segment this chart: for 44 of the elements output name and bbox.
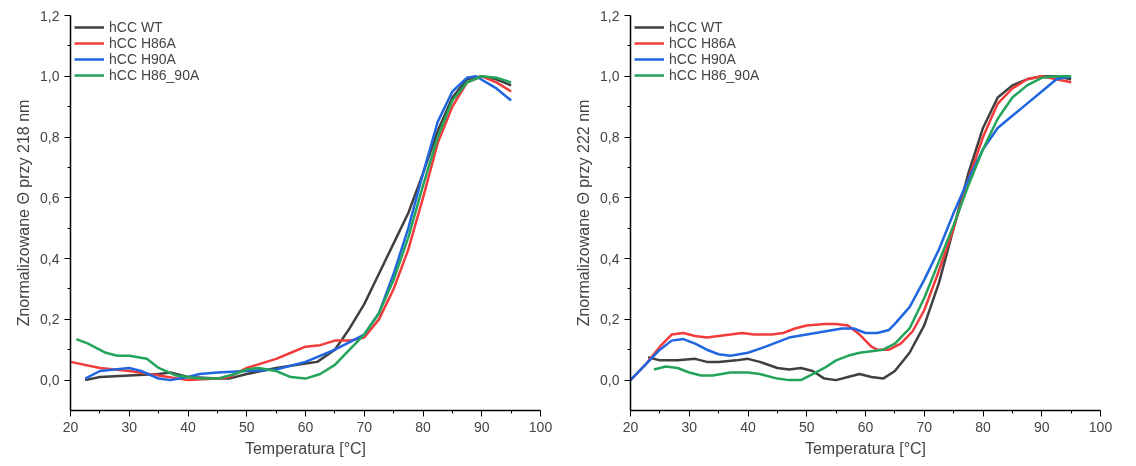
y-tick-label: 0,0 (40, 372, 60, 389)
x-tick-label: 20 (622, 418, 639, 435)
legend-label: hCC WT (109, 19, 163, 35)
y-tick-label: 1,0 (600, 68, 620, 85)
y-tick-label: 0,4 (600, 250, 620, 267)
x-tick-label: 90 (473, 418, 490, 435)
y-axis-title: Znormalizowane Θ przy 218 nm (15, 99, 33, 327)
y-tick-label: 0,8 (40, 129, 60, 146)
x-axis-title: Temperatura [°C] (244, 439, 367, 457)
legend-label: hCC H86_90A (109, 67, 200, 83)
legend-label: hCC H86A (109, 35, 176, 51)
x-tick-label: 40 (740, 418, 756, 435)
x-tick-label: 70 (356, 418, 373, 435)
x-axis-title: Temperatura [°C] (804, 439, 927, 457)
y-tick-label: 0,6 (600, 189, 620, 206)
x-tick-label: 50 (798, 418, 815, 435)
x-tick-label: 80 (975, 418, 991, 435)
y-tick-label: 0,8 (600, 129, 620, 146)
x-tick-label: 50 (238, 418, 255, 435)
y-tick-label: 0,0 (600, 372, 620, 389)
x-tick-label: 30 (121, 418, 138, 435)
x-tick-label: 30 (681, 418, 698, 435)
legend-label: hCC H90A (109, 51, 176, 67)
y-tick-label: 0,2 (600, 311, 620, 328)
y-tick-label: 0,2 (40, 311, 60, 328)
x-tick-label: 100 (1088, 418, 1113, 435)
legend-label: hCC H90A (669, 51, 736, 67)
y-tick-label: 0,6 (40, 189, 60, 206)
x-tick-label: 100 (528, 418, 553, 435)
x-tick-label: 70 (916, 418, 933, 435)
y-axis-title: Znormalizowane Θ przy 222 nm (575, 99, 593, 327)
x-tick-label: 20 (62, 418, 79, 435)
x-tick-label: 60 (297, 418, 314, 435)
y-tick-label: 0,4 (40, 250, 60, 267)
legend-label: hCC WT (669, 19, 723, 35)
legend-label: hCC H86A (669, 35, 736, 51)
x-tick-label: 40 (180, 418, 196, 435)
x-tick-label: 60 (857, 418, 874, 435)
legend-label: hCC H86_90A (669, 67, 760, 83)
y-tick-label: 1,2 (40, 7, 60, 24)
x-tick-label: 80 (415, 418, 431, 435)
y-tick-label: 1,0 (40, 68, 60, 85)
y-tick-label: 1,2 (600, 7, 620, 24)
x-tick-label: 90 (1033, 418, 1050, 435)
